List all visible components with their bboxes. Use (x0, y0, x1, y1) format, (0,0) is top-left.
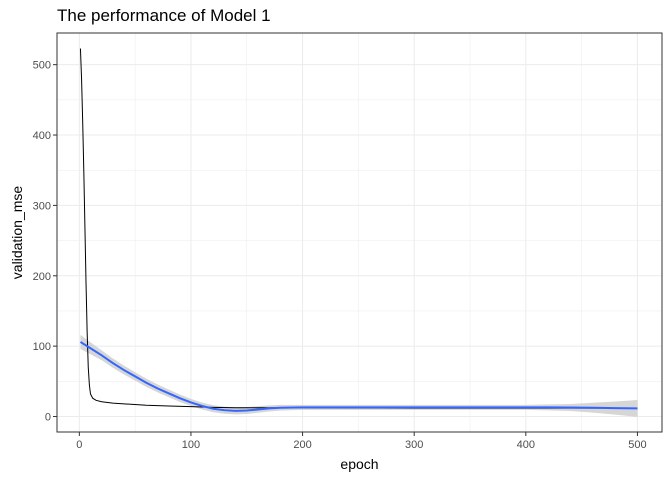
x-tick-label: 300 (405, 439, 423, 451)
y-tick-label: 500 (33, 60, 51, 72)
major-grid (57, 33, 662, 432)
x-axis-title: epoch (340, 456, 378, 472)
x-tick-label: 500 (628, 439, 646, 451)
x-tick-label: 0 (76, 439, 82, 451)
confidence-band (80, 334, 638, 417)
x-axis-ticks: 0 100 200 300 400 500 (76, 432, 647, 451)
minor-grid (57, 33, 662, 432)
series-line-smooth (79, 341, 638, 412)
x-tick-label: 400 (517, 439, 535, 451)
y-tick-label: 200 (33, 271, 51, 283)
chart-title: The performance of Model 1 (57, 6, 271, 25)
x-tick-label: 200 (293, 439, 311, 451)
y-tick-label: 400 (33, 130, 51, 142)
y-tick-label: 100 (33, 341, 51, 353)
panel-border (56, 32, 663, 433)
y-tick-label: 0 (45, 412, 51, 424)
x-tick-label: 100 (182, 439, 200, 451)
y-axis-title: validation_mse (9, 186, 25, 280)
y-tick-label: 300 (33, 200, 51, 212)
y-axis-ticks: 0 100 200 300 400 500 (33, 60, 57, 424)
panel-background (57, 33, 662, 432)
